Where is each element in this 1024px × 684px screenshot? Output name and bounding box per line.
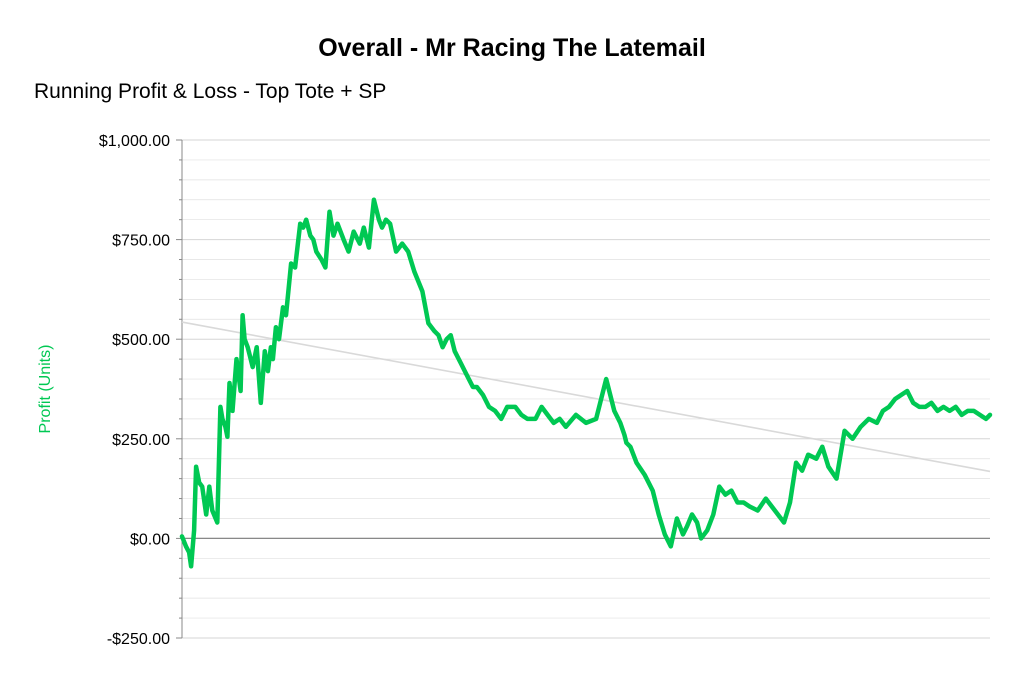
y-tick-label: $1,000.00 <box>99 133 170 150</box>
chart-title: Overall - Mr Racing The Latemail <box>318 34 706 62</box>
chart-subtitle: Running Profit & Loss - Top Tote + SP <box>34 80 387 103</box>
y-tick-label: $0.00 <box>130 531 170 548</box>
y-tick-labels: $1,000.00 $750.00 $500.00 $250.00 $0.00 -$250… <box>99 133 170 648</box>
y-axis-title: Profit (Units) <box>37 345 54 434</box>
y-tick-label: $250.00 <box>112 432 170 449</box>
y-tick-label: -$250.00 <box>107 631 170 648</box>
trend-line <box>181 321 991 473</box>
y-tick-label: $750.00 <box>112 233 170 250</box>
grid-lines <box>176 139 990 639</box>
series-line-profit <box>179 197 993 569</box>
y-tick-label: $500.00 <box>112 332 170 349</box>
